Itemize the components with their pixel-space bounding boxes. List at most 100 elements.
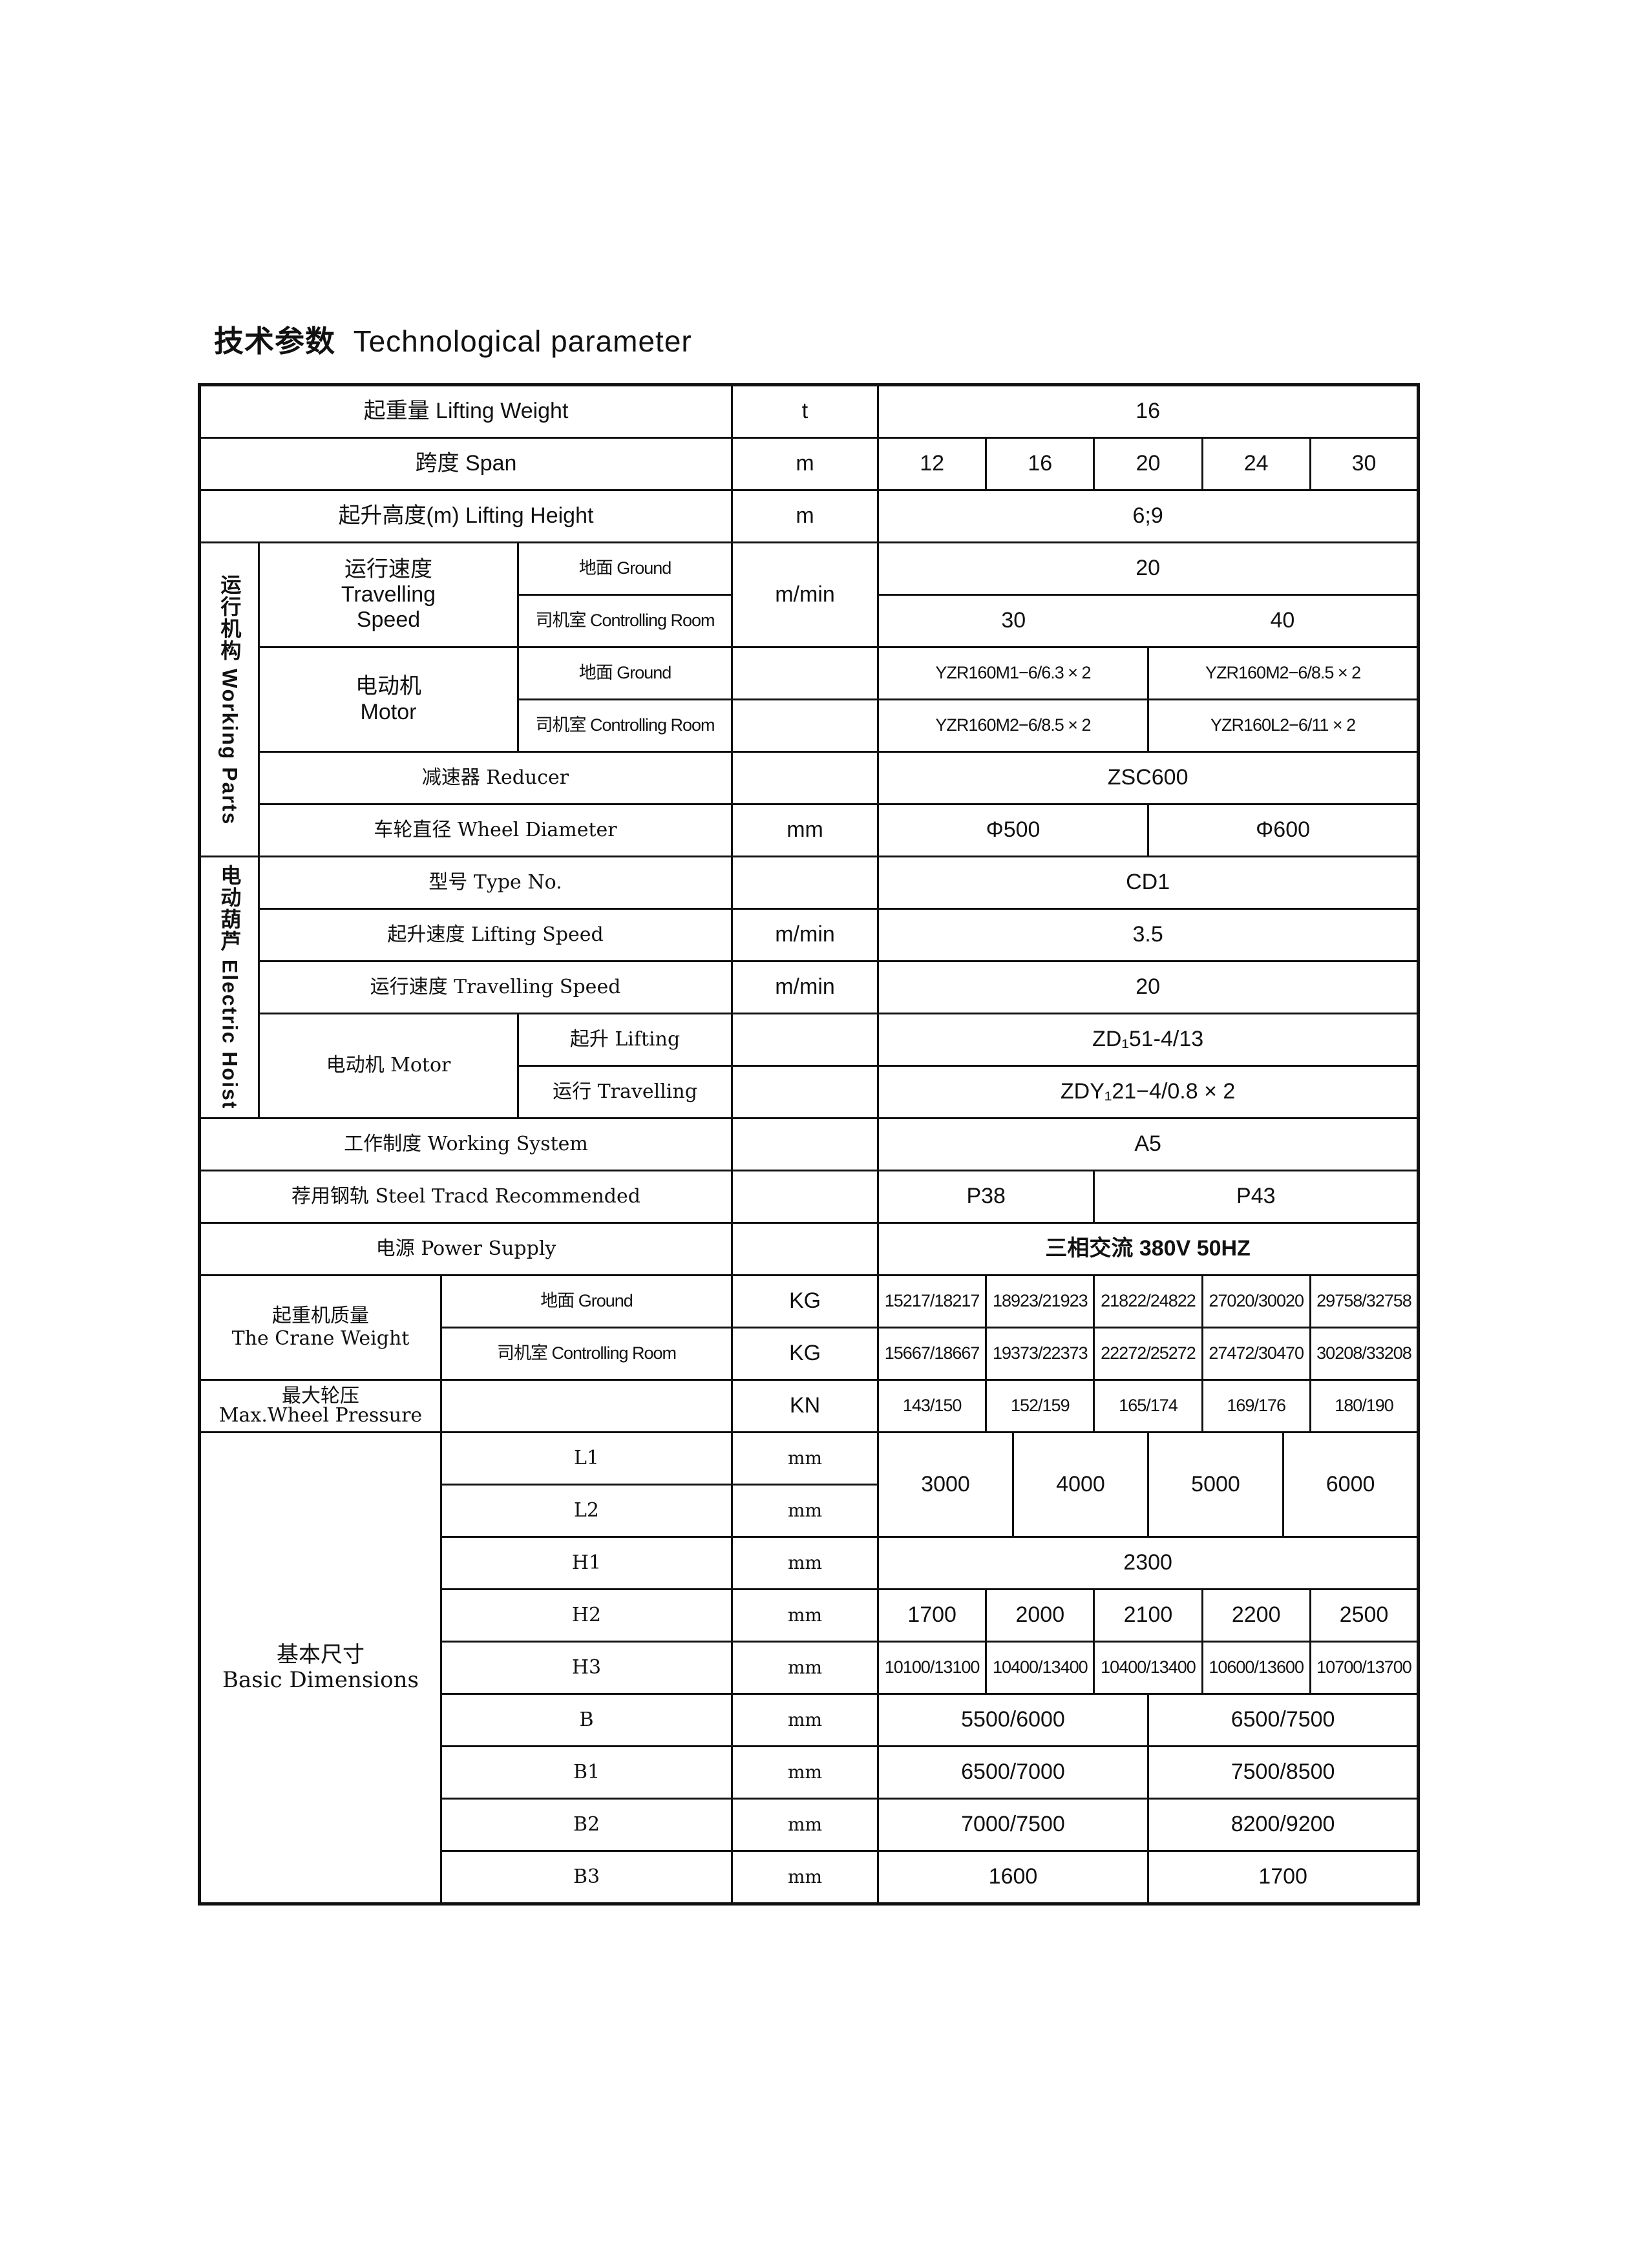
value: 20 [877, 541, 1420, 596]
value: Φ500 [877, 803, 1149, 857]
value: P38 [877, 1170, 1095, 1224]
row-steel-track: 荐用钢轨 Steel Tracd Recommended P38 P43 [198, 1170, 1420, 1224]
row-lifting-height: 起升高度(m) Lifting Height m 6;9 [198, 489, 1420, 543]
value: 15667/18667 [877, 1327, 988, 1381]
value: 21822/24822 [1093, 1274, 1203, 1328]
row-H2: H2 mm 1700 2000 2100 2200 2500 [200, 1588, 1420, 1643]
label-zh: 电动机 [355, 674, 421, 699]
dim-label: H2 [439, 1588, 734, 1643]
value: 143/150 [877, 1379, 988, 1433]
row-hoist-motor-travelling: 运行 Travelling ZDY₁21−4/0.8 × 2 [200, 1065, 1420, 1119]
basic-dimensions-label: 基本尺寸 Basic Dimensions [198, 1431, 442, 1905]
unit: m/min [731, 960, 880, 1014]
value: ZDY₁21−4/0.8 × 2 [877, 1065, 1420, 1119]
unit: m [731, 489, 880, 543]
label-en: Basic Dimensions [222, 1667, 419, 1693]
label: 起升高度(m) Lifting Height [198, 489, 734, 543]
value: 29758/32758 [1309, 1274, 1420, 1328]
wheel-pressure-label: 最大轮压 Max.Wheel Pressure [198, 1379, 442, 1433]
unit: mm [731, 1798, 880, 1852]
sub-label: 司机室 Controlling Room [516, 698, 734, 753]
value: 12 [877, 437, 988, 491]
row-travelling-speed-control: 司机室 Controlling Room 30 40 [200, 594, 1420, 648]
row-L1: 基本尺寸 Basic Dimensions L1 mm 3000 4000 500… [198, 1431, 1420, 1905]
value: 2500 [1309, 1588, 1420, 1643]
label-zh: 基本尺寸 [277, 1641, 364, 1668]
unit: mm [731, 1588, 880, 1643]
unit [731, 1222, 880, 1276]
label-en: Max.Wheel Pressure [218, 1404, 423, 1427]
value: 10400/13400 [1093, 1641, 1203, 1695]
value: 6500/7000 [877, 1745, 1149, 1800]
label: 减速器 Reducer [257, 751, 734, 805]
value: 30 [1309, 437, 1420, 491]
row-lifting-weight: 起重量 Lifting Weight t 16 [198, 384, 1420, 439]
value: ZSC600 [877, 751, 1420, 805]
value: 3000 [877, 1431, 1014, 1538]
page-title: 技术参数 Technological parameter [214, 318, 692, 361]
label-zh: 起重机质量 [272, 1305, 369, 1327]
sub-label: 地面 Ground [516, 646, 734, 700]
row-crane-weight-ground: 起重机质量 The Crane Weight 地面 Ground KG 15217… [198, 1274, 1420, 1381]
value: YZR160L2−6/11 × 2 [1146, 698, 1420, 753]
unit [731, 698, 880, 753]
value: 1600 [877, 1850, 1149, 1905]
value: 3.5 [877, 908, 1420, 962]
unit [731, 856, 880, 910]
label: 电动机 Motor [258, 1013, 519, 1119]
dim-label: L1 [439, 1431, 734, 1486]
row-H3: H3 mm 10100/13100 10400/13400 10400/1340… [200, 1641, 1420, 1695]
empty-cell [439, 1379, 734, 1433]
value: 15217/18217 [877, 1274, 988, 1328]
label-zh: 最大轮压 [282, 1385, 359, 1407]
row-hoist-lifting-speed: 起升速度 Lifting Speed m/min 3.5 [200, 908, 1420, 962]
value: 10400/13400 [985, 1641, 1095, 1695]
unit: mm [731, 1850, 880, 1905]
row-B1: B1 mm 6500/7000 7500/8500 [200, 1745, 1420, 1800]
row-hoist-motor-lifting: 电动机 Motor 起升 Lifting ZD₁51-4/13 [200, 1013, 1420, 1119]
section-working-parts: 运行机构 Working Parts [198, 541, 260, 857]
value: Φ600 [1146, 803, 1420, 857]
value: 2200 [1201, 1588, 1311, 1643]
value: 22272/25272 [1093, 1327, 1203, 1381]
label-zh: 运行速度 [344, 556, 432, 582]
row-hoist-travelling-speed: 运行速度 Travelling Speed m/min 20 [200, 960, 1420, 1014]
sub-label: 运行 Travelling [516, 1065, 734, 1119]
row-motor-control: 司机室 Controlling Room YZR160M2−6/8.5 × 2 … [200, 698, 1420, 753]
value: 6;9 [877, 489, 1420, 543]
row-wheel-pressure: 最大轮压 Max.Wheel Pressure KN 143/150 152/15… [198, 1379, 1420, 1433]
value: 10100/13100 [877, 1641, 988, 1695]
label: 车轮直径 Wheel Diameter [257, 803, 734, 857]
value: 19373/22373 [985, 1327, 1095, 1381]
value: 20 [877, 960, 1420, 1014]
value: CD1 [877, 856, 1420, 910]
label-en: The Crane Weight [231, 1327, 410, 1350]
crane-weight-label: 起重机质量 The Crane Weight [198, 1274, 442, 1381]
unit: KN [731, 1379, 880, 1433]
value: 2100 [1093, 1588, 1203, 1643]
label: 工作制度 Working System [198, 1117, 734, 1171]
row-crane-weight-control: 司机室 Controlling Room KG 15667/18667 1937… [200, 1327, 1420, 1381]
dim-label: H3 [439, 1641, 734, 1695]
value: 7000/7500 [877, 1798, 1149, 1852]
title-zh: 技术参数 [214, 324, 335, 359]
label: 荐用钢轨 Steel Tracd Recommended [198, 1170, 734, 1224]
value: ZD₁51-4/13 [877, 1013, 1420, 1067]
unit: mm [731, 1536, 880, 1590]
row-reducer: 减速器 Reducer ZSC600 [200, 751, 1420, 805]
value: YZR160M2−6/8.5 × 2 [877, 698, 1149, 753]
title-en: Technological parameter [353, 324, 692, 358]
sub-label: 司机室 Controlling Room [439, 1327, 734, 1381]
unit [731, 1170, 880, 1224]
travelling-speed-label: 运行速度 Travelling Speed [258, 541, 519, 648]
label-en2: Speed [356, 607, 421, 633]
value: 4000 [1012, 1431, 1149, 1538]
dim-label: B3 [439, 1850, 734, 1905]
value: 5500/6000 [877, 1693, 1149, 1747]
row-B: B mm 5500/6000 6500/7500 [200, 1693, 1420, 1747]
dim-label: B [439, 1693, 734, 1747]
parameter-table: 起重量 Lifting Weight t 16 跨度 Span m 12 16 … [198, 383, 1421, 1906]
label-en1: Travelling [341, 582, 436, 607]
value: 2000 [985, 1588, 1095, 1643]
unit [731, 1065, 880, 1119]
